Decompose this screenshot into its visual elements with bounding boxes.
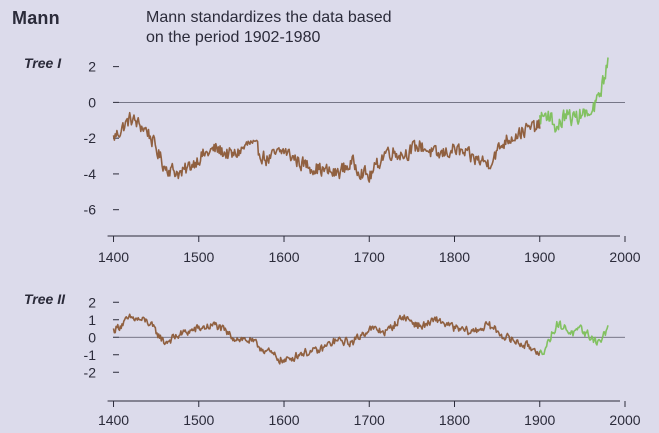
chart-panel-tree-2: 2 10 -1-2 1400 1500 1600 1700 1800 1900 2000 <box>84 294 641 428</box>
method-note-line-2: on the period 1902-1980 <box>146 29 321 46</box>
x-tick-label-tree-1-1600: 1600 <box>268 249 299 265</box>
y-tick-label-tree-2-2: 2 <box>88 294 96 310</box>
y-tick-label-tree-2-0: 0 <box>88 329 96 345</box>
x-tick-label-tree-1-1400: 1400 <box>98 249 129 265</box>
x-tick-label-tree-2-1500: 1500 <box>183 412 214 428</box>
x-tick-label-tree-2-1900: 1900 <box>524 412 555 428</box>
x-tick-label-tree-1-2000: 2000 <box>609 249 640 265</box>
panel-label-tree-2: Tree II <box>24 291 65 307</box>
series-proxy-tree-2 <box>112 313 541 365</box>
y-tick-label-tree-2--1: -1 <box>84 347 97 363</box>
series-proxy-tree-1 <box>112 111 541 183</box>
y-tick-label-tree-1-2: 2 <box>88 59 96 75</box>
x-tick-label-tree-2-1700: 1700 <box>354 412 385 428</box>
x-tick-label-tree-1-1700: 1700 <box>354 249 385 265</box>
chart-title: Mann <box>12 8 60 28</box>
y-tick-label-tree-1--4: -4 <box>84 166 97 182</box>
method-note-line-1: Mann standardizes the data based <box>146 9 392 26</box>
chart-panel-tree-1: 2 0 -2 -4 -6 1400 1500 1600 1700 1800 1900 2000 <box>84 57 641 265</box>
x-tick-label-tree-2-1400: 1400 <box>98 412 129 428</box>
method-note: Mann standardizes the data based on the … <box>146 8 506 48</box>
series-instrumental-tree-1 <box>539 57 609 133</box>
x-tick-label-tree-1-1900: 1900 <box>524 249 555 265</box>
x-tick-label-tree-2-2000: 2000 <box>609 412 640 428</box>
x-tick-label-tree-1-1500: 1500 <box>183 249 214 265</box>
y-tick-label-tree-1-0: 0 <box>88 94 96 110</box>
series-instrumental-tree-2 <box>539 320 609 356</box>
x-tick-label-tree-2-1600: 1600 <box>268 412 299 428</box>
panel-label-tree-1: Tree I <box>24 55 62 71</box>
y-tick-label-tree-2--2: -2 <box>84 364 97 380</box>
y-tick-label-tree-1--6: -6 <box>84 202 97 218</box>
x-tick-label-tree-2-1800: 1800 <box>439 412 470 428</box>
x-tick-label-tree-1-1800: 1800 <box>439 249 470 265</box>
y-tick-label-tree-1--2: -2 <box>84 130 97 146</box>
y-tick-label-tree-2-1: 1 <box>88 312 96 328</box>
